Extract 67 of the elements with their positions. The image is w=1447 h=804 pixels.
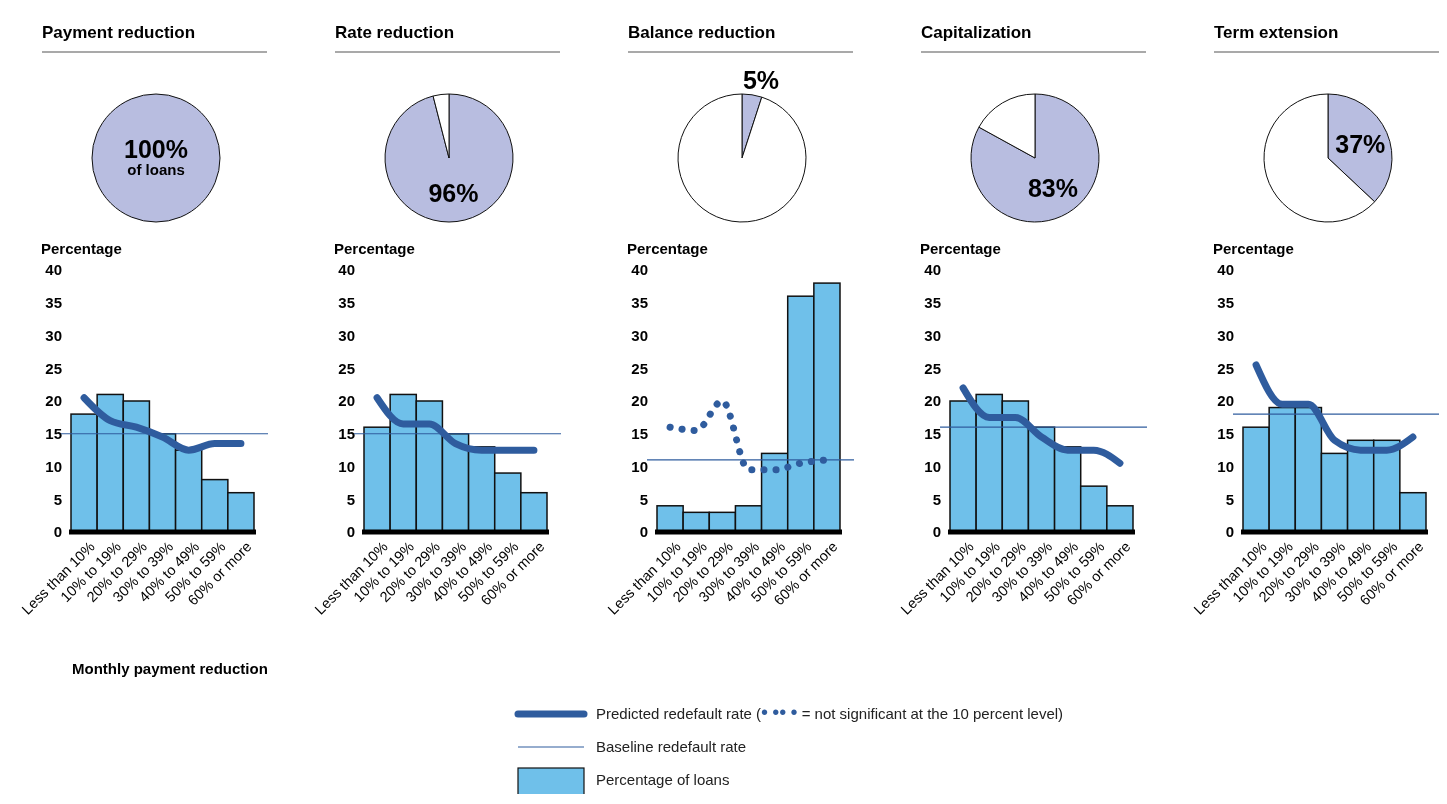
y-axis-title: Percentage	[41, 240, 122, 257]
y-tick-label: 15	[924, 425, 941, 442]
y-tick-label: 5	[346, 490, 355, 508]
y-tick-label: 30	[45, 326, 62, 344]
chart-title: Term extension	[1214, 23, 1339, 42]
y-tick-label: 30	[338, 326, 355, 344]
y-tick-label: 20	[1217, 392, 1234, 410]
y-tick-label: 35	[924, 294, 941, 311]
y-axis-title: Percentage	[627, 240, 708, 257]
y-tick-label: 25	[631, 359, 648, 377]
y-tick-label: 10	[1217, 457, 1234, 475]
y-tick-label: 35	[45, 294, 62, 311]
chart-title: Rate reduction	[335, 23, 455, 42]
data-label: 100% of loans	[124, 135, 188, 178]
y-tick-label: 40	[45, 261, 62, 279]
chart-title: Payment reduction	[42, 23, 196, 42]
y-tick-label: 5	[53, 490, 62, 508]
y-tick-label: 10	[924, 457, 941, 475]
y-tick-label: 30	[631, 326, 648, 344]
y-tick-label: 30	[924, 326, 941, 344]
y-tick-label: 20	[45, 392, 62, 410]
y-tick-label: 0	[1225, 523, 1234, 541]
x-axis-title: Monthly payment reduction	[72, 660, 268, 677]
y-tick-label: 20	[924, 392, 941, 410]
y-tick-label: 15	[338, 425, 355, 442]
y-tick-label: 35	[1217, 294, 1234, 311]
y-tick-label: 20	[338, 392, 355, 410]
y-tick-label: 25	[45, 359, 62, 377]
y-tick-label: 20	[631, 392, 648, 410]
y-tick-label: 40	[338, 261, 355, 279]
legend-label: Predicted redefault rate (• •• • = not significant at the 10 percent level)	[596, 701, 1064, 724]
y-tick-label: 15	[631, 425, 648, 442]
pie-slice	[384, 93, 514, 223]
y-tick-label: 5	[1225, 490, 1234, 508]
y-tick-label: 0	[53, 523, 62, 541]
y-tick-label: 25	[338, 359, 355, 377]
y-tick-label: 40	[924, 261, 941, 279]
data-label: 96%	[428, 178, 479, 207]
y-tick-label: 15	[1217, 425, 1234, 442]
y-tick-label: 10	[45, 457, 62, 475]
pie-slice	[970, 93, 1100, 223]
pie-slice	[677, 93, 807, 223]
y-tick-label: 35	[631, 294, 648, 311]
data-label: 5%	[742, 66, 780, 94]
y-tick-label: 10	[631, 457, 648, 475]
y-axis-title: Percentage	[1213, 240, 1294, 257]
y-tick-label: 40	[1217, 261, 1234, 279]
y-tick-label: 5	[932, 490, 941, 508]
y-tick-label: 25	[1217, 359, 1234, 377]
chart-title: Balance reduction	[628, 23, 776, 42]
y-tick-label: 10	[338, 457, 355, 475]
legend-label: Baseline redefault rate	[596, 738, 747, 756]
y-tick-label: 15	[45, 425, 62, 442]
y-tick-label: 40	[631, 261, 648, 279]
legend-label: Percentage of loans	[596, 771, 730, 789]
y-axis-title: Percentage	[920, 240, 1001, 257]
data-label: 37%	[1335, 130, 1386, 159]
y-tick-label: 5	[639, 490, 648, 508]
chart-title: Capitalization	[921, 23, 1032, 42]
y-axis-title: Percentage	[334, 240, 415, 257]
y-tick-label: 0	[639, 523, 648, 541]
y-tick-label: 0	[346, 523, 355, 541]
y-tick-label: 25	[924, 359, 941, 377]
data-label: 83%	[1027, 174, 1078, 203]
y-tick-label: 0	[932, 523, 941, 541]
y-tick-label: 35	[338, 294, 355, 311]
y-tick-label: 30	[1217, 326, 1234, 344]
